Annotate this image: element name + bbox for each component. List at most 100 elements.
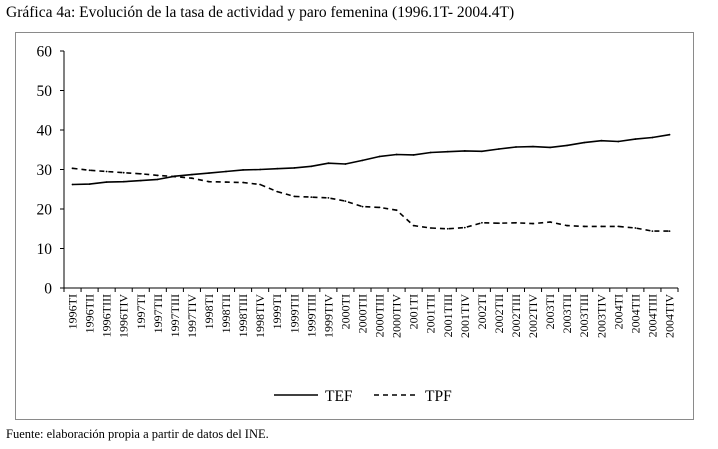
x-tick-label: 2002TIII <box>509 294 523 337</box>
data-point-tef <box>566 144 568 147</box>
y-tick-label: 0 <box>44 281 52 298</box>
data-point-tpf <box>174 175 176 178</box>
data-point-tef <box>361 159 364 162</box>
y-tick-label: 20 <box>37 202 53 219</box>
data-point-tef <box>242 169 245 171</box>
data-point-tpf <box>71 167 74 170</box>
data-point-tpf <box>583 225 586 228</box>
data-point-tpf <box>88 169 91 172</box>
y-tick-label: 60 <box>37 44 53 61</box>
data-point-tef <box>634 138 637 140</box>
x-tick-label: 2003TIV <box>594 294 608 338</box>
data-point-tpf <box>498 222 500 225</box>
data-point-tpf <box>276 190 279 193</box>
x-tick-label: 2004TII <box>628 294 642 333</box>
data-point-tpf <box>225 181 227 184</box>
x-tick-label: 2000TIII <box>373 294 387 337</box>
data-point-tpf <box>446 227 449 230</box>
x-tick-label: 2004TIV <box>662 294 676 338</box>
data-point-tef <box>139 179 142 182</box>
y-tick-label: 50 <box>37 83 53 100</box>
data-point-tpf <box>668 230 671 233</box>
y-tick-label: 40 <box>37 123 53 140</box>
data-point-tef <box>481 150 483 153</box>
data-point-tpf <box>412 224 415 227</box>
data-point-tpf <box>378 206 381 209</box>
data-point-tef <box>515 146 517 148</box>
data-point-tef <box>617 140 620 143</box>
data-point-tef <box>583 141 586 144</box>
data-point-tef <box>225 170 227 173</box>
line-chart: 0 10 20 30 40 50 60 1996TI 1996TII 1996TIII 1996TI… <box>37 44 679 405</box>
data-point-tpf <box>549 221 551 223</box>
x-tick-label: 1999TIV <box>321 294 335 338</box>
x-tick-label: 2004TI <box>611 294 625 329</box>
data-point-tpf <box>105 170 108 173</box>
x-tick-label: 1997TII <box>151 294 165 333</box>
x-tick-label: 1996TIV <box>117 294 131 338</box>
x-tick-label: 2003TII <box>560 294 574 333</box>
data-point-tef <box>549 146 551 149</box>
x-tick-label: 2002TI <box>475 294 489 329</box>
x-tick-label: 1996TIII <box>100 294 114 337</box>
x-tick-label: 1998TI <box>202 294 216 329</box>
data-point-tef <box>498 148 500 150</box>
data-point-tpf <box>361 205 364 208</box>
data-point-tef <box>310 165 313 168</box>
y-tick-label: 10 <box>37 241 53 258</box>
x-tick-label: 2000TII <box>355 294 369 333</box>
data-point-tpf <box>617 225 620 228</box>
data-point-tef <box>344 163 347 165</box>
data-point-tef <box>446 150 449 153</box>
x-tick-label: 2000TIV <box>390 294 404 338</box>
data-point-tpf <box>429 227 432 229</box>
data-point-tpf <box>122 171 125 174</box>
data-point-tpf <box>327 197 330 199</box>
x-tick-label: 2001TII <box>424 294 438 333</box>
x-tick-label: 2003TIII <box>577 294 591 337</box>
x-tick-label: 1999TI <box>270 294 284 329</box>
data-point-tpf <box>344 200 347 203</box>
x-tick-label: 1998TIV <box>253 294 267 338</box>
data-point-tpf <box>395 209 398 212</box>
data-point-tpf <box>463 226 466 229</box>
x-tick-label: 2002TII <box>492 294 506 333</box>
source-note: Fuente: elaboración propia a partir de d… <box>6 427 269 441</box>
data-point-tpf <box>481 221 483 224</box>
data-point-tpf <box>191 177 193 180</box>
x-tick-label: 2003TI <box>543 294 557 329</box>
data-point-tef <box>156 178 159 181</box>
data-point-tpf <box>293 195 296 198</box>
data-point-tef <box>88 183 91 186</box>
x-tick-label: 1997TI <box>134 294 148 329</box>
legend-label-tef: TEF <box>325 388 353 405</box>
data-point-tpf <box>515 221 517 224</box>
x-tick-label: 2001TIV <box>458 294 472 338</box>
x-tick-label: 1999TIII <box>304 294 318 337</box>
data-point-tef <box>412 154 415 156</box>
data-point-tpf <box>242 181 245 184</box>
x-tick-label: 1998TIII <box>236 294 250 337</box>
x-tick-label: 2001TI <box>407 294 421 329</box>
data-point-tef <box>208 172 210 175</box>
data-point-tpf <box>208 180 210 183</box>
y-tick-label: 30 <box>37 162 53 179</box>
data-point-tpf <box>566 224 568 227</box>
data-point-tef <box>378 155 381 158</box>
x-tick-label: 1996TII <box>83 294 97 333</box>
x-tick-label: 1997TIV <box>185 294 199 338</box>
data-point-tef <box>122 180 125 183</box>
data-point-tef <box>429 151 432 154</box>
data-point-tpf <box>600 225 603 228</box>
data-point-tef <box>191 173 193 176</box>
data-point-tpf <box>139 172 142 175</box>
data-point-tef <box>651 136 654 139</box>
data-point-tef <box>532 145 534 148</box>
x-tick-label: 1999TII <box>287 294 301 333</box>
data-point-tpf <box>532 222 534 225</box>
data-point-tpf <box>259 183 261 186</box>
series-line-tef <box>72 133 670 186</box>
data-point-tef <box>600 139 603 142</box>
data-point-tef <box>293 167 296 169</box>
data-point-tpf <box>651 230 654 233</box>
